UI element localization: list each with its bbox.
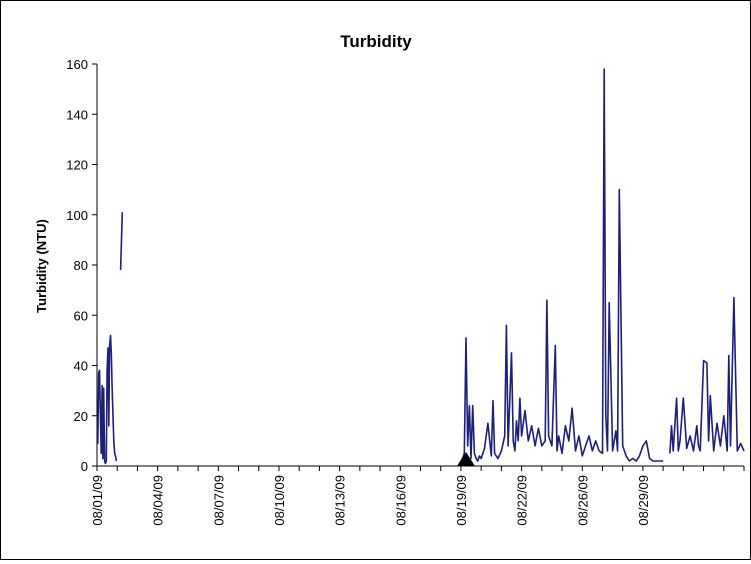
y-tick-label: 120 — [66, 158, 88, 173]
y-tick-label: 80 — [74, 258, 88, 273]
y-ticks: 0 20 40 60 80 100 120 140 160 — [66, 57, 97, 474]
y-tick-label: 160 — [66, 57, 88, 72]
x-tick-label: 08/04/09 — [151, 475, 166, 526]
series-line — [119, 212, 124, 271]
y-axis-label: Turbidity (NTU) — [34, 219, 49, 313]
x-tick-label: 08/01/09 — [90, 475, 105, 526]
y-tick-label: 20 — [74, 409, 88, 424]
y-tick-label: 140 — [66, 107, 88, 122]
y-tick-label: 0 — [81, 459, 88, 474]
y-tick-label: 40 — [74, 359, 88, 374]
x-tick-label: 08/26/09 — [575, 475, 590, 526]
series-line — [460, 68, 664, 462]
y-tick-label: 100 — [66, 208, 88, 223]
x-tick-label: 08/16/09 — [393, 475, 408, 526]
x-tick-label: 08/07/09 — [211, 475, 226, 526]
triangle-marker — [456, 452, 475, 466]
x-ticks: 08/01/09 08/04/09 08/07/09 08/10/09 08/13/09… — [90, 466, 745, 526]
x-tick-label: 08/13/09 — [333, 475, 348, 526]
series-line — [96, 334, 118, 465]
x-tick-label: 08/10/09 — [272, 475, 287, 526]
turbidity-series — [96, 68, 745, 465]
event-marker — [456, 452, 475, 466]
x-tick-label: 08/19/09 — [454, 475, 469, 526]
chart-title: Turbidity — [340, 32, 412, 51]
x-tick-label: 08/29/09 — [636, 475, 651, 526]
series-line — [669, 296, 745, 454]
x-tick-label: 08/22/09 — [515, 475, 530, 526]
axes — [96, 64, 744, 467]
y-tick-label: 60 — [74, 308, 88, 323]
